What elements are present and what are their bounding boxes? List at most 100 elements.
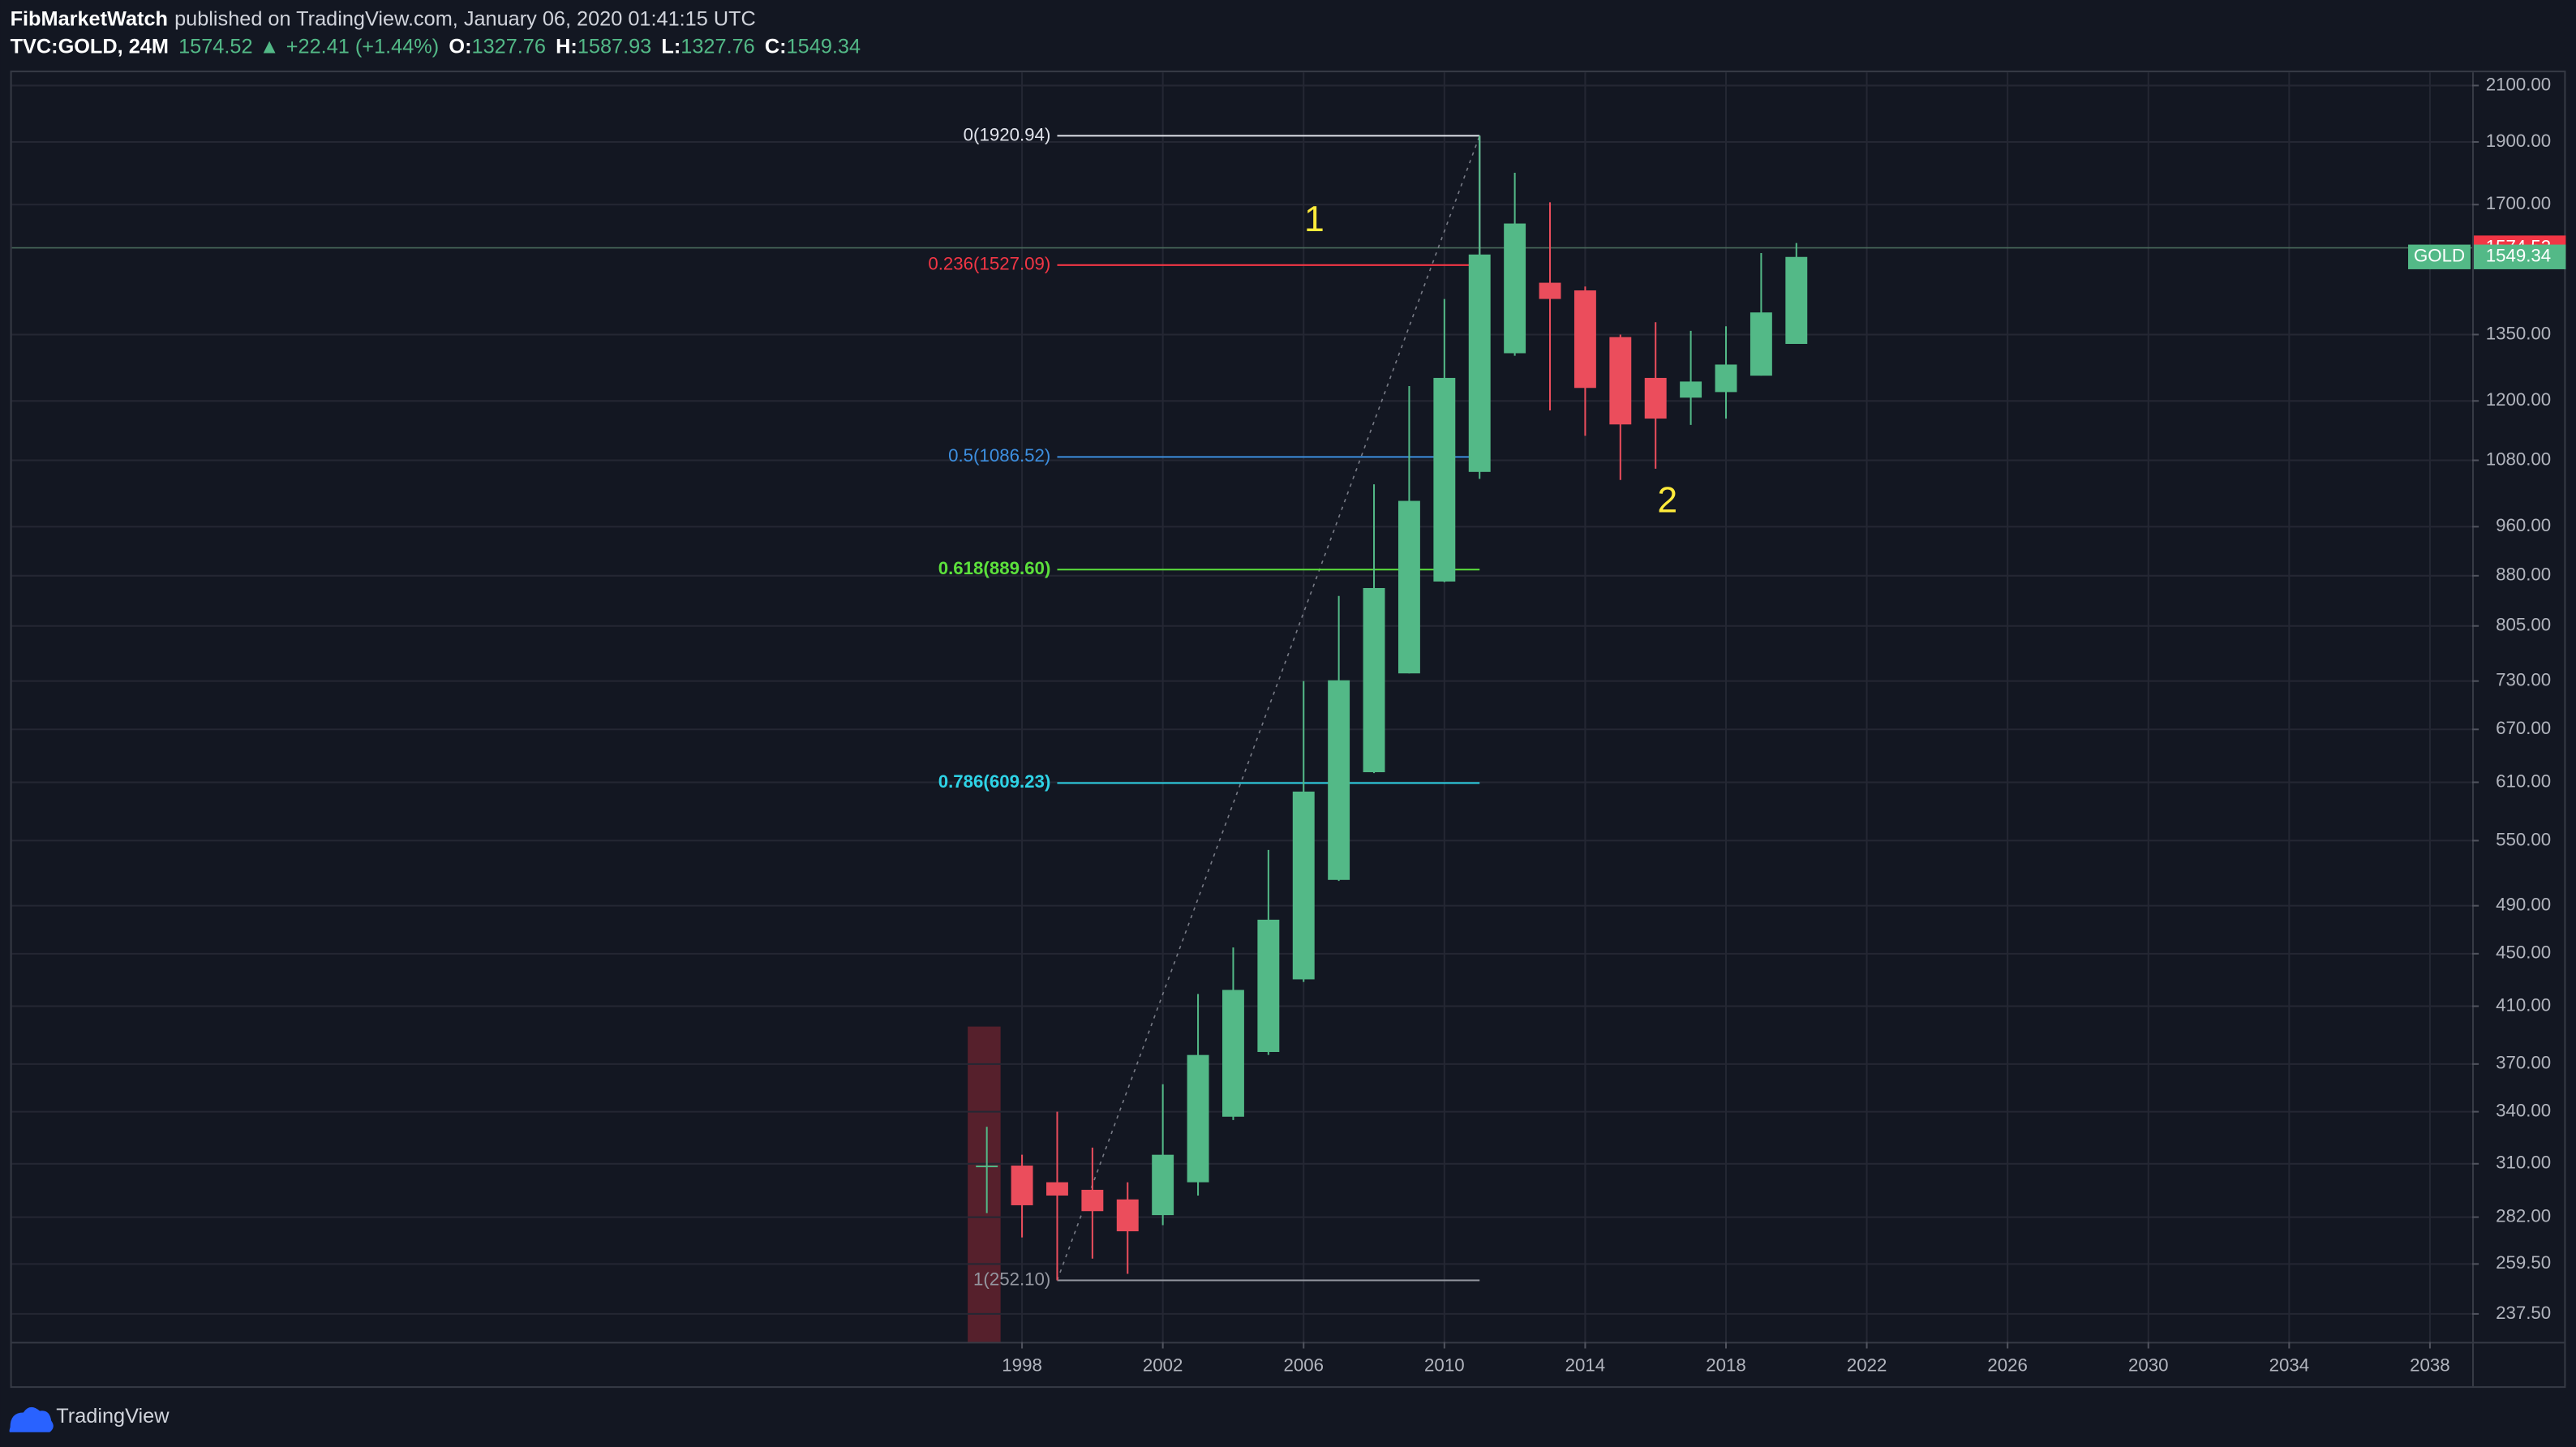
x-tick-label: 2010 xyxy=(1424,1355,1465,1376)
candle xyxy=(1785,243,1808,345)
annotation: 1 xyxy=(1304,200,1324,239)
y-tick-label: 1080.00 xyxy=(2486,449,2552,469)
candle xyxy=(1574,286,1596,436)
body xyxy=(1292,791,1315,980)
y-tick-label: 730.00 xyxy=(2496,670,2551,690)
field-label: O: xyxy=(449,35,471,58)
candle xyxy=(1539,202,1561,410)
body xyxy=(1644,377,1667,419)
y-tick-label: 370.00 xyxy=(2496,1053,2551,1073)
y-tick-label: 450.00 xyxy=(2496,942,2551,963)
y-tick-label: 880.00 xyxy=(2496,565,2551,585)
y-tick-label: 237.50 xyxy=(2496,1303,2551,1323)
symbol: TVC:GOLD, 24M xyxy=(11,35,169,58)
x-tick-label: 2022 xyxy=(1847,1355,1887,1376)
body xyxy=(1785,256,1808,345)
price-name-bg xyxy=(2408,244,2471,269)
fib-label: 0.236(1527.09) xyxy=(928,254,1050,274)
y-tick-label: 340.00 xyxy=(2496,1101,2551,1121)
author[interactable]: FibMarketWatch xyxy=(11,7,168,30)
candle xyxy=(1468,135,1491,479)
candle xyxy=(1363,484,1385,774)
y-tick-label: 805.00 xyxy=(2496,615,2551,635)
field-value: 1327.76 xyxy=(472,35,546,58)
body xyxy=(1116,1199,1139,1232)
axes: 2100.00 1900.00 1700.00 1350.00 1200.00 1080.… xyxy=(1002,74,2566,1376)
candle xyxy=(1680,330,1702,425)
published: published on TradingView.com, January 06… xyxy=(174,7,756,30)
field-label: H: xyxy=(556,35,577,58)
candle xyxy=(1644,322,1667,469)
y-tick-label: 1200.00 xyxy=(2486,389,2552,410)
candle xyxy=(976,1127,998,1213)
x-tick-label: 2038 xyxy=(2410,1355,2450,1376)
y-tick-label: 610.00 xyxy=(2496,771,2551,791)
body xyxy=(1680,381,1702,398)
candle xyxy=(1081,1147,1104,1259)
body xyxy=(1363,587,1385,773)
brand-logo[interactable]: TradingView xyxy=(9,1405,170,1432)
candle xyxy=(1433,298,1456,582)
body xyxy=(1187,1054,1209,1183)
candle xyxy=(1011,1154,1033,1238)
candle xyxy=(1257,849,1280,1055)
highlight xyxy=(968,1026,1001,1342)
y-tick-label: 310.00 xyxy=(2496,1153,2551,1173)
body xyxy=(1750,312,1772,376)
x-tick-label: 2034 xyxy=(2269,1355,2310,1376)
candle xyxy=(1187,994,1209,1196)
x-tick-label: 2014 xyxy=(1565,1355,1606,1376)
x-tick-label: 2026 xyxy=(1987,1355,2028,1376)
logo-icon xyxy=(9,1406,54,1432)
grid xyxy=(11,72,2473,1342)
field-value: 1587.93 xyxy=(577,35,651,58)
fib-label: 0.5(1086.52) xyxy=(948,445,1050,466)
price-label-bg xyxy=(2474,244,2566,269)
fib-label: 1(252.10) xyxy=(973,1269,1050,1289)
body xyxy=(1257,919,1280,1052)
y-tick-label: 410.00 xyxy=(2496,994,2551,1015)
y-tick-label: 960.00 xyxy=(2496,515,2551,535)
fib-label: 0.618(889.60) xyxy=(938,558,1051,578)
candle xyxy=(1046,1111,1068,1281)
candle xyxy=(1292,681,1315,982)
arrow: ▲ xyxy=(260,35,280,58)
frame xyxy=(10,71,2566,1389)
candle xyxy=(1397,386,1420,674)
field-label: L: xyxy=(661,35,680,58)
header-line-1: FibMarketWatch published on TradingView.c… xyxy=(11,7,756,30)
body xyxy=(976,1166,998,1168)
body xyxy=(1081,1189,1104,1212)
candle xyxy=(1504,172,1526,356)
candle xyxy=(1715,326,1737,419)
body xyxy=(1152,1154,1174,1216)
body xyxy=(1328,680,1350,880)
body xyxy=(1397,500,1420,674)
y-tick-label: 1350.00 xyxy=(2486,323,2552,343)
price-name: GOLD xyxy=(2414,246,2465,266)
x-tick-label: 2018 xyxy=(1706,1355,1746,1376)
x-tick-label: 1998 xyxy=(1002,1355,1042,1376)
fib-label: 0.786(609.23) xyxy=(938,771,1051,792)
body xyxy=(1468,254,1491,472)
change: +22.41 (+1.44%) xyxy=(286,35,439,58)
y-tick-label: 1900.00 xyxy=(2486,131,2552,151)
candle xyxy=(1221,947,1244,1120)
body xyxy=(1715,364,1737,393)
body xyxy=(1433,377,1456,582)
y-tick-label: 2100.00 xyxy=(2486,74,2552,94)
y-tick-label: 259.50 xyxy=(2496,1252,2551,1273)
trend-line xyxy=(1056,135,1480,1281)
annotation: 2 xyxy=(1657,480,1677,520)
x-tick-label: 2006 xyxy=(1283,1355,1324,1376)
x-tick-label: 2030 xyxy=(2128,1355,2169,1376)
candle xyxy=(1750,252,1772,376)
body xyxy=(1539,282,1561,299)
y-tick-label: 1700.00 xyxy=(2486,193,2552,213)
y-tick-label: 490.00 xyxy=(2496,895,2551,915)
candle xyxy=(1609,334,1632,480)
y-tick-label: 670.00 xyxy=(2496,718,2551,738)
brand: TradingView xyxy=(56,1405,170,1428)
